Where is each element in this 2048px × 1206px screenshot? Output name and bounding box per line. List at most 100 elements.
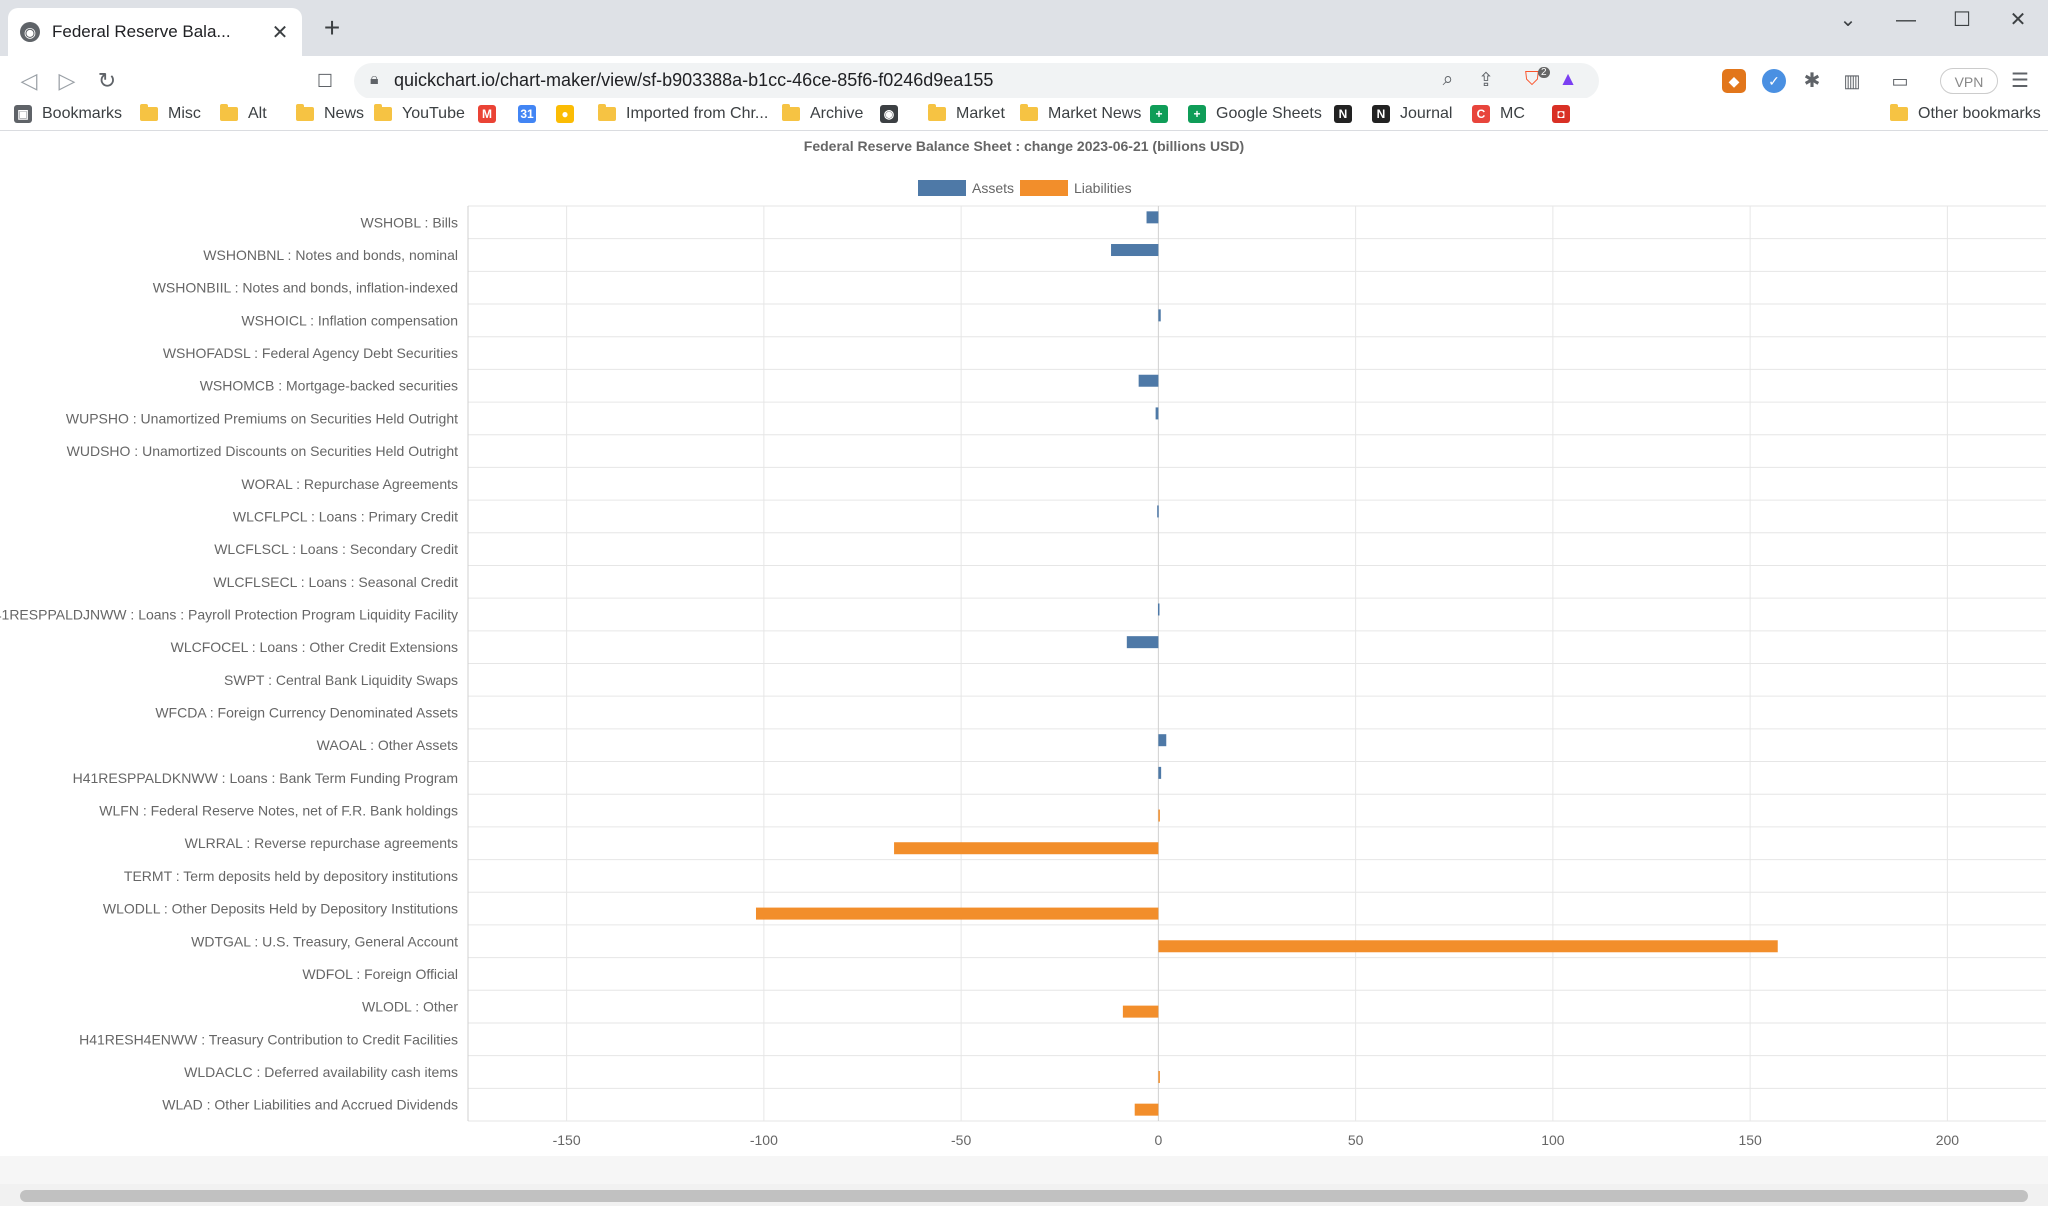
tab-active[interactable]: ◉ Federal Reserve Bala... ✕: [8, 8, 302, 56]
bookmark-label: Imported from Chr...: [626, 105, 769, 122]
bar-assets: [1158, 766, 1162, 779]
bookmark-label: Alt: [248, 105, 267, 122]
address-bar[interactable]: 🔒︎ quickchart.io/chart-maker/view/sf-b90…: [354, 63, 1599, 99]
legend: Assets Liabilities: [918, 180, 1132, 196]
tab-search-icon[interactable]: ⌄: [1839, 9, 1857, 31]
grid: [467, 205, 2046, 1122]
x-tick-label: 150: [1738, 1132, 1762, 1148]
share-icon[interactable]: ⇪: [1478, 70, 1494, 91]
close-tab-icon[interactable]: ✕: [271, 21, 289, 44]
folder-icon: [1890, 104, 1908, 121]
bars: [755, 211, 1778, 1116]
category-label: WDFOL : Foreign Official: [302, 966, 458, 982]
bookmark-item[interactable]: M: [478, 102, 506, 126]
bookmark-item[interactable]: 31: [518, 102, 546, 126]
horizontal-scrollbar[interactable]: [0, 1184, 2048, 1206]
category-label: WLCFOCEL : Loans : Other Credit Extensio…: [171, 639, 458, 655]
scrollbar-thumb[interactable]: [20, 1190, 2028, 1202]
category-label: WLFN : Federal Reserve Notes, net of F.R…: [99, 803, 458, 819]
reload-icon[interactable]: ↻: [97, 68, 117, 93]
bookmark-label: YouTube: [402, 105, 465, 122]
bookmark-item[interactable]: ●: [556, 102, 584, 126]
category-label: WLCFLPCL : Loans : Primary Credit: [233, 508, 458, 524]
folder-icon: [598, 104, 616, 121]
sheets-icon: +: [1188, 105, 1206, 123]
rewards-icon[interactable]: ▲: [1558, 69, 1578, 90]
bookmark-item[interactable]: Market News: [1020, 102, 1141, 126]
bookmark-item[interactable]: YouTube: [374, 102, 465, 126]
bar-assets: [1146, 211, 1159, 224]
bookmark-item[interactable]: Alt: [220, 102, 267, 126]
maximize-icon[interactable]: ☐: [1953, 9, 1971, 31]
x-tick-label: -50: [951, 1132, 971, 1148]
bookmark-item[interactable]: N Journal: [1372, 102, 1452, 126]
bookmark-item[interactable]: ▣ Bookmarks: [14, 102, 122, 126]
category-label: WDTGAL : U.S. Treasury, General Account: [191, 933, 458, 949]
bar-assets: [1157, 603, 1160, 616]
bookmark-icon[interactable]: ☐: [316, 71, 334, 91]
bookmark-item[interactable]: +: [1150, 102, 1178, 126]
puzzle-icon[interactable]: ✱: [1803, 70, 1821, 92]
legend-swatch: [918, 180, 966, 196]
brave-shield-icon[interactable]: ⛉: [1524, 69, 1540, 90]
bookmark-item[interactable]: Misc: [140, 102, 201, 126]
bookmark-label: Market: [956, 105, 1005, 122]
globe-icon: ◉: [20, 22, 40, 42]
folder-icon: [1020, 104, 1038, 121]
category-label: WORAL : Repurchase Agreements: [241, 476, 458, 492]
bookmark-item[interactable]: News: [296, 102, 364, 126]
bookmark-item[interactable]: ◉: [880, 102, 908, 126]
bookmark-label: News: [324, 105, 365, 122]
back-icon[interactable]: ◁: [20, 68, 38, 93]
forward-icon[interactable]: ▷: [58, 68, 76, 93]
bar-assets: [1157, 505, 1159, 518]
folder-icon: [782, 104, 800, 121]
calendar-icon: 31: [518, 105, 536, 123]
category-label: WUPSHO : Unamortized Premiums on Securit…: [66, 410, 458, 426]
bookmark-item[interactable]: N: [1334, 102, 1362, 126]
extension-icon[interactable]: ✓: [1762, 69, 1786, 93]
chart-container: Federal Reserve Balance Sheet : change 2…: [0, 131, 2048, 1156]
bar-liabilities: [1158, 809, 1160, 822]
category-label: WLAD : Other Liabilities and Accrued Div…: [162, 1097, 458, 1113]
category-label: WSHOICL : Inflation compensation: [241, 312, 458, 328]
bookmark-item[interactable]: Imported from Chr...: [598, 102, 768, 126]
bar-chart: Federal Reserve Balance Sheet : change 2…: [0, 138, 2046, 1148]
tab-title: Federal Reserve Bala...: [52, 22, 231, 41]
zoom-icon[interactable]: ⌕: [1442, 69, 1454, 90]
browser-toolbar: ◁ ▷ ↻ ☐ 🔒︎ quickchart.io/chart-maker/vie…: [0, 56, 2048, 106]
new-tab-button[interactable]: +: [323, 12, 341, 43]
legend-label: Liabilities: [1074, 180, 1132, 196]
bookmark-item[interactable]: + Google Sheets: [1188, 102, 1322, 126]
page-footer-area: [0, 1156, 2048, 1184]
bookmark-item[interactable]: ◘: [1552, 102, 1580, 126]
x-tick-labels: -150 -100 -50 0 50 100 150 200: [553, 1132, 1960, 1148]
other-bookmarks[interactable]: Other bookmarks: [1890, 102, 2041, 126]
close-window-icon[interactable]: ✕: [2009, 9, 2027, 31]
bookmark-item[interactable]: C MC: [1472, 102, 1525, 126]
category-labels: WSHOBL : Bills WSHONBNL : Notes and bonds…: [0, 214, 458, 1112]
vpn-button[interactable]: VPN: [1940, 68, 1998, 94]
category-label: WLODLL : Other Deposits Held by Deposito…: [103, 901, 458, 917]
bookmark-item[interactable]: Market: [928, 102, 1005, 126]
bar-liabilities: [1158, 940, 1778, 953]
category-label: WLODL : Other: [362, 999, 458, 1015]
url-text[interactable]: quickchart.io/chart-maker/view/sf-b90338…: [394, 70, 994, 90]
bar-liabilities: [1122, 1005, 1159, 1018]
x-tick-label: 50: [1348, 1132, 1364, 1148]
sidebar-icon[interactable]: ▥: [1843, 71, 1861, 91]
category-label: WAOAL : Other Assets: [317, 737, 458, 753]
tab-strip: ◉ Federal Reserve Bala... ✕ + ⌄ — ☐ ✕: [0, 0, 2048, 56]
category-label: WSHONBIIL : Notes and bonds, inflation-i…: [153, 280, 458, 296]
bookmark-label: Misc: [168, 105, 201, 122]
minimize-icon[interactable]: —: [1896, 9, 1916, 31]
bar-assets: [1111, 244, 1159, 257]
wallet-icon[interactable]: ▭: [1891, 71, 1909, 91]
x-tick-label: 0: [1154, 1132, 1162, 1148]
metamask-icon[interactable]: ◆: [1722, 69, 1746, 93]
keep-icon: ●: [556, 105, 574, 123]
bookmark-label: Google Sheets: [1216, 105, 1322, 122]
category-label: H41RESPPALDKNWW : Loans : Bank Term Fund…: [73, 770, 458, 786]
bookmark-item[interactable]: Archive: [782, 102, 863, 126]
menu-icon[interactable]: ☰: [2011, 70, 2029, 92]
